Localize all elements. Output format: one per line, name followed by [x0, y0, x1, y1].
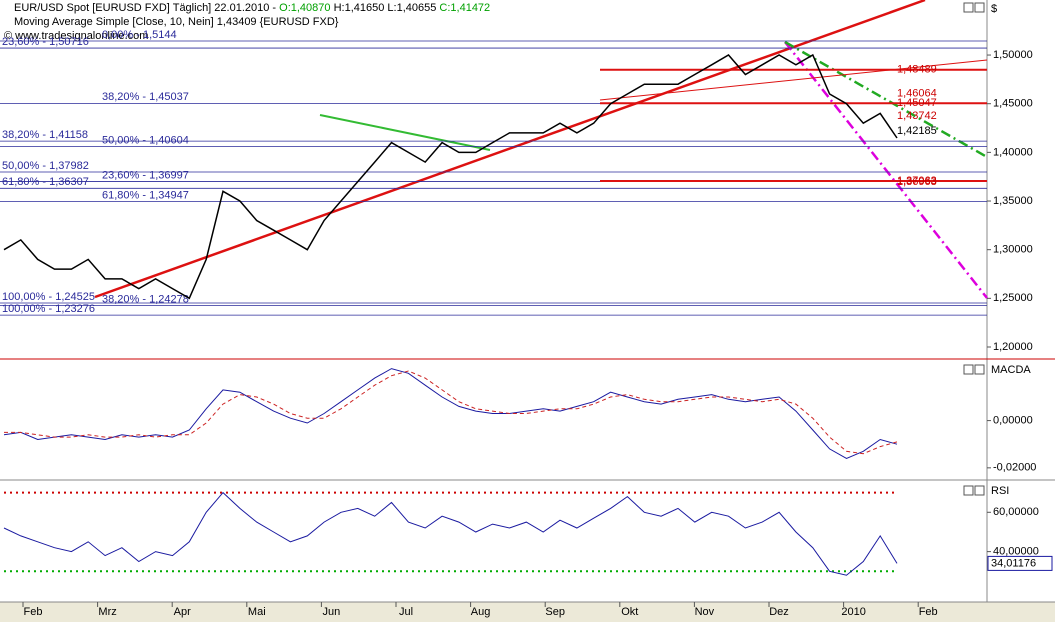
fib-label: 100,00% - 1,24525: [2, 291, 95, 303]
data-line: [3, 491, 898, 576]
y-tick-label: 1,35000: [993, 195, 1033, 207]
fib-label: 61,80% - 1,36307: [2, 176, 89, 188]
close: C:1,41472: [439, 2, 490, 14]
fib-label: 50,00% - 1,37982: [2, 160, 89, 172]
restore-button[interactable]: [963, 2, 974, 13]
restore-button[interactable]: [963, 364, 974, 375]
y-tick-label: -0,02000: [993, 462, 1036, 474]
close-button[interactable]: [974, 2, 985, 13]
fib-label: 50,00% - 1,40604: [102, 134, 189, 146]
trend-line: [94, 0, 926, 299]
y-tick-label: 1,45000: [993, 98, 1033, 110]
fib-label: 23,60% - 1,50716: [2, 36, 89, 48]
trend-line: [784, 41, 988, 299]
x-tick-label: Mai: [248, 606, 266, 618]
x-tick-label: Dez: [769, 606, 789, 618]
fib-label: 38,20% - 1,45037: [102, 91, 189, 103]
data-line: [3, 368, 898, 459]
x-tick-label: Jul: [399, 606, 413, 618]
x-tick-label: Nov: [695, 606, 715, 618]
fib-label: 61,80% - 1,34947: [102, 189, 189, 201]
y-tick-label: 1,30000: [993, 244, 1033, 256]
price-marker: 1,36963: [897, 176, 937, 188]
x-tick-label: Sep: [545, 606, 565, 618]
x-tick-label: Jun: [323, 606, 341, 618]
low: L:1,40655: [387, 2, 436, 14]
y-tick-label: 40,00000: [993, 546, 1039, 558]
close-button[interactable]: [974, 364, 985, 375]
close-button[interactable]: [974, 485, 985, 496]
panel-title: MACDA: [991, 364, 1031, 376]
window-buttons[interactable]: [963, 2, 985, 496]
x-tick-label: Feb: [24, 606, 43, 618]
fib-label: 38,20% - 1,41158: [2, 129, 88, 141]
high: H:1,41650: [334, 2, 385, 14]
price-marker: 1,42185: [897, 125, 937, 137]
symbol: EUR/USD Spot [EURUSD FXD] Täglich] 22.01…: [14, 2, 276, 14]
x-tick-label: Aug: [471, 606, 491, 618]
x-tick-label: Mrz: [98, 606, 116, 618]
price-marker: 1,46064: [897, 87, 937, 99]
data-line: [4, 370, 898, 455]
currency: $: [991, 3, 997, 15]
price-marker: 1,48489: [897, 64, 937, 76]
data-line: [3, 53, 898, 300]
fib-label: 38,20% - 1,24278: [102, 293, 189, 305]
header-indicator: Moving Average Simple [Close, 10, Nein] …: [14, 16, 339, 28]
y-tick-label: 0,00000: [993, 414, 1033, 426]
header-symbol: EUR/USD Spot [EURUSD FXD] Täglich] 22.01…: [14, 2, 490, 14]
value-label-box: [987, 555, 1053, 571]
trend-line: [319, 114, 491, 151]
open: O:1,40870: [279, 2, 330, 14]
panel-title: RSI: [991, 485, 1009, 497]
x-tick-label: Okt: [621, 606, 638, 618]
price-marker: 1,37063: [897, 175, 937, 187]
fib-label: 23,60% - 1,36997: [102, 169, 189, 181]
price-marker: 1,43742: [897, 110, 937, 122]
value-label: 34,01176: [991, 557, 1036, 569]
y-tick-label: 60,00000: [993, 506, 1039, 518]
x-tick-label: 2010: [841, 606, 865, 618]
x-tick-label: Feb: [919, 606, 938, 618]
header-source: © www.tradesignalonline.com: [4, 30, 148, 42]
x-tick-label: Apr: [174, 606, 191, 618]
channel-line: [599, 59, 988, 101]
y-tick-label: 1,50000: [993, 49, 1033, 61]
x-axis-band: [0, 602, 1055, 622]
y-tick-label: 1,40000: [993, 146, 1033, 158]
y-tick-label: 1,25000: [993, 292, 1033, 304]
price-marker: 1,45047: [897, 97, 937, 109]
restore-button[interactable]: [963, 485, 974, 496]
fib-label: 0,00% - 1,5144: [102, 29, 177, 41]
fib-label: 100,00% - 1,23276: [2, 303, 95, 315]
y-tick-label: 1,20000: [993, 341, 1033, 353]
